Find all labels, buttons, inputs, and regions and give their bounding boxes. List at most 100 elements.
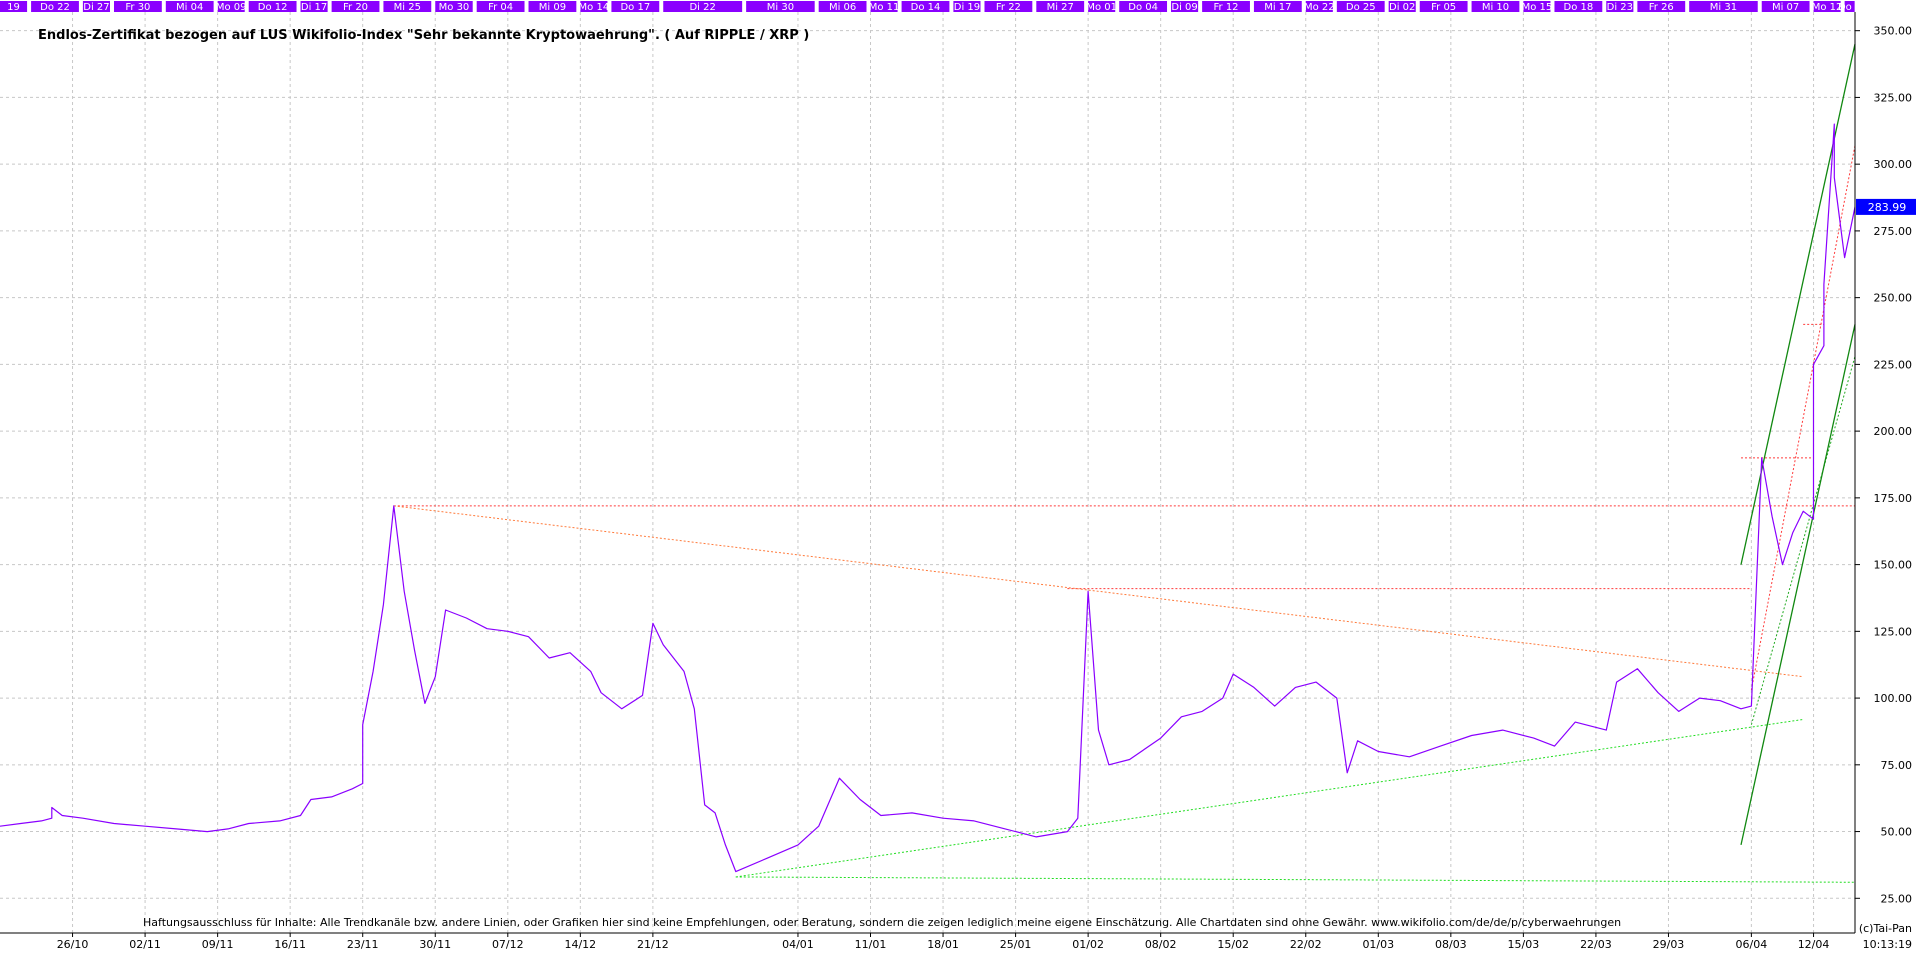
top-date-label: Di 23 (1607, 2, 1633, 13)
top-date-box (746, 1, 815, 12)
support-resistance-line (735, 876, 1856, 883)
x-tick-label: 08/02 (1145, 938, 1177, 951)
chart-title: Endlos-Zertifikat bezogen auf LUS Wikifo… (38, 28, 809, 43)
x-tick-label: 09/11 (202, 938, 234, 951)
top-date-box (1419, 1, 1468, 12)
top-date-label: Mo 22 (1304, 2, 1335, 13)
top-date-label: Mo 15 (1522, 2, 1553, 13)
top-date-label: Mi 17 (1264, 2, 1291, 13)
last-value-label: 283.99 (1868, 201, 1907, 214)
x-tick-label: 01/02 (1072, 938, 1104, 951)
y-tick-label: 175.00 (1874, 492, 1913, 505)
support-resistance-line (393, 505, 1804, 678)
top-date-label: Mo 12 (1812, 2, 1843, 13)
top-date-label: Do 12 (258, 2, 288, 13)
top-date-box (1171, 1, 1199, 12)
top-date-label: Fr 12 (1214, 2, 1239, 13)
top-date-label: Do 22 (40, 2, 70, 13)
top-date-box (1202, 1, 1250, 12)
y-tick-label: 25.00 (1881, 892, 1913, 905)
y-tick-label: 325.00 (1874, 91, 1913, 104)
y-tick-label: 350.00 (1874, 25, 1913, 38)
top-date-box (1471, 1, 1520, 12)
x-tick-label: 08/03 (1435, 938, 1467, 951)
top-date-box (1088, 1, 1116, 12)
top-date-label: Mi 10 (1482, 2, 1509, 13)
top-date-box (953, 1, 981, 12)
top-date-box (528, 1, 577, 12)
time-label: 10:13:19 (1863, 938, 1912, 951)
top-date-box (663, 1, 743, 12)
top-date-box (435, 1, 473, 12)
x-tick-label: 06/04 (1736, 938, 1768, 951)
top-date-label: Mo 30 (439, 2, 470, 13)
trend-channel-line (1740, 324, 1856, 846)
x-tick-label: 22/02 (1290, 938, 1322, 951)
top-date-box (1036, 1, 1085, 12)
top-date-box (248, 1, 297, 12)
top-date-label: Mi 09 (539, 2, 566, 13)
y-tick-label: 100.00 (1874, 692, 1913, 705)
x-tick-label: 15/03 (1508, 938, 1540, 951)
top-date-box (476, 1, 525, 12)
top-date-bar: 19 Do 22 Di 27 Fr 30 Mi 04 Mo 09 Do 12 Di 17 Fr … (0, 0, 1861, 13)
top-date-label: Mi 25 (394, 2, 421, 13)
x-tick-label: 02/11 (129, 938, 161, 951)
last-value-box (1856, 198, 1916, 215)
top-date-box (300, 1, 328, 12)
x-tick-label: 25/01 (1000, 938, 1032, 951)
top-date-box (0, 1, 28, 12)
top-date-label: Mo 14 (579, 2, 610, 13)
top-date-box (383, 1, 432, 12)
x-tick-label: 29/03 (1653, 938, 1685, 951)
top-date-box (818, 1, 867, 12)
top-date-box (1253, 1, 1302, 12)
disclaimer-text: Haftungsausschluss für Inhalte: Alle Tre… (143, 916, 1621, 929)
y-tick-label: 150.00 (1874, 559, 1913, 572)
top-date-label: Do 25 (1346, 2, 1376, 13)
top-date-box (1637, 1, 1686, 12)
top-date-label: Mi 30 (767, 2, 794, 13)
y-tick-label: 200.00 (1874, 425, 1913, 438)
x-tick-label: 14/12 (564, 938, 596, 951)
trend-lines (393, 43, 1856, 883)
top-date-label: Di 19 (954, 2, 980, 13)
top-date-label: Do 04 (1128, 2, 1158, 13)
y-axis: 25.00 50.00 75.00 100.00 125.00 150.00 175.00 2… (1854, 12, 1916, 933)
top-date-box (31, 1, 79, 12)
y-tick-label: 300.00 (1874, 158, 1913, 171)
top-date-label: Mi 27 (1047, 2, 1074, 13)
top-date-label: Fr 30 (125, 2, 150, 13)
trend-channel-line (1740, 43, 1856, 565)
x-tick-label: 12/04 (1798, 938, 1830, 951)
top-date-label: Di 17 (301, 2, 327, 13)
top-date-label: Di 27 (83, 2, 109, 13)
price-series (0, 123, 1856, 873)
top-date-label: Fr 20 (343, 2, 368, 13)
top-date-box (580, 1, 608, 12)
top-date-box (1813, 1, 1841, 12)
y-tick-label: 225.00 (1874, 358, 1913, 371)
top-date-label: Di 09 (1171, 2, 1197, 13)
top-date-box (113, 1, 162, 12)
top-date-label: Mi 04 (176, 2, 203, 13)
top-date-box (1844, 1, 1855, 12)
top-date-label: Mo 09 (216, 2, 247, 13)
top-date-label: Do 1 (1838, 2, 1861, 13)
top-date-box (1554, 1, 1603, 12)
top-date-label: Fr 22 (996, 2, 1021, 13)
x-tick-label: 01/03 (1362, 938, 1394, 951)
price-line (0, 123, 1856, 873)
top-date-label: Mo 11 (869, 2, 900, 13)
top-date-label: Di 02 (1389, 2, 1415, 13)
top-date-label: Mo 01 (1086, 2, 1117, 13)
top-date-box (217, 1, 245, 12)
support-resistance-line (1750, 145, 1856, 691)
y-tick-label: 250.00 (1874, 292, 1913, 305)
top-date-label: Do 18 (1564, 2, 1594, 13)
top-date-box (1606, 1, 1634, 12)
y-tick-label: 50.00 (1881, 826, 1913, 839)
